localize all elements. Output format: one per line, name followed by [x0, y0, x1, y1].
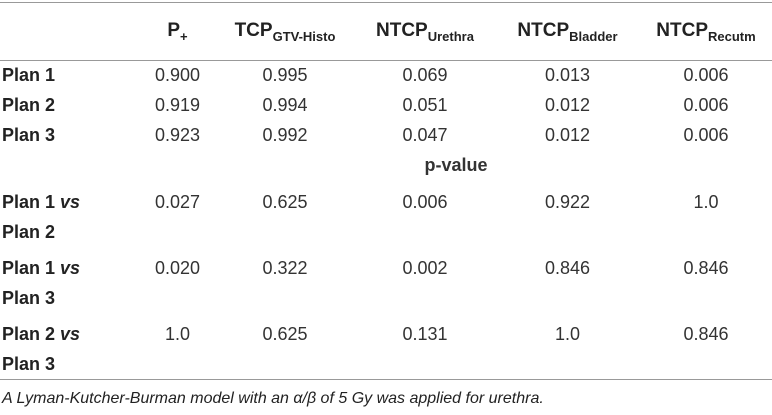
- cell: 0.006: [683, 125, 729, 145]
- cell: 0.900: [154, 65, 201, 86]
- header-main: P: [167, 19, 181, 41]
- label-part: Plan 3: [2, 287, 56, 308]
- cell: 0.006: [683, 65, 729, 86]
- column-header: P+: [140, 3, 215, 61]
- cell: 1.0: [554, 323, 581, 344]
- data-row: Plan 1 0.900 0.995 0.069 0.013 0.006: [0, 61, 772, 91]
- cell: 1.0: [164, 323, 191, 344]
- header-main: NTCP: [517, 19, 570, 41]
- cell: 0.919: [154, 95, 201, 115]
- cell: 0.846: [544, 257, 591, 278]
- comparison-row: Plan 1 vs Plan 3 0.020 0.322 0.002 0.846 0.846: [0, 247, 772, 313]
- label-vs: vs: [60, 191, 81, 212]
- header-sub: +: [180, 28, 188, 44]
- section-label: p-value: [424, 155, 488, 175]
- column-header: NTCPRecutm: [640, 3, 772, 61]
- label-part: Plan 3: [2, 353, 56, 374]
- cell: 0.923: [154, 125, 201, 145]
- row-label: Plan 1 vs Plan 2: [0, 181, 140, 247]
- table-body: Plan 1 0.900 0.995 0.069 0.013 0.006 Plan 2 0.9…: [0, 61, 772, 380]
- header-main: NTCP: [376, 19, 428, 41]
- row-label: Plan 2: [2, 95, 56, 115]
- corner-cell: [0, 3, 140, 61]
- cell: 0.992: [262, 125, 308, 145]
- label-part: Plan 1: [2, 257, 56, 278]
- label-vs: vs: [60, 323, 81, 344]
- cell: 0.012: [544, 125, 591, 145]
- column-header: NTCPBladder: [495, 3, 640, 61]
- row-label: Plan 1: [2, 65, 56, 86]
- cell: 0.069: [402, 65, 448, 86]
- cell: 0.322: [262, 257, 308, 278]
- header-main: NTCP: [656, 19, 709, 41]
- cell: 0.625: [262, 323, 308, 344]
- label-vs: vs: [60, 257, 81, 278]
- data-row: Plan 3 0.923 0.992 0.047 0.012 0.006: [0, 121, 772, 151]
- cell: 0.846: [683, 323, 729, 344]
- cell: 0.006: [402, 191, 448, 212]
- cell: 1.0: [693, 191, 719, 212]
- header-sub: GTV-Histo: [272, 28, 336, 44]
- cell: 0.027: [154, 191, 201, 212]
- cell: 0.020: [154, 257, 201, 278]
- cell: 0.006: [683, 95, 729, 115]
- cell: 0.012: [544, 95, 591, 115]
- row-label: Plan 2 vs Plan 3: [0, 313, 140, 380]
- column-header: NTCPUrethra: [355, 3, 495, 61]
- cell: 0.995: [262, 65, 308, 86]
- cell: 0.846: [683, 257, 729, 278]
- column-header: TCPGTV-Histo: [215, 3, 355, 61]
- header-sub: Urethra: [427, 28, 474, 44]
- data-row: Plan 2 0.919 0.994 0.051 0.012 0.006: [0, 91, 772, 121]
- comparison-row: Plan 2 vs Plan 3 1.0 0.625 0.131 1.0 0.846: [0, 313, 772, 380]
- cell: 0.013: [544, 65, 591, 86]
- comparison-row: Plan 1 vs Plan 2 0.027 0.625 0.006 0.922 1.0: [0, 181, 772, 247]
- cell: 0.051: [402, 95, 448, 115]
- cell: 0.994: [262, 95, 308, 115]
- row-label: Plan 1 vs Plan 3: [0, 247, 140, 313]
- cell: 0.047: [402, 125, 448, 145]
- label-part: Plan 2: [2, 221, 56, 242]
- header-main: TCP: [234, 19, 273, 41]
- results-table: P+ TCPGTV-Histo NTCPUrethra NTCPBladder NTCP…: [0, 2, 772, 380]
- cell: 0.002: [402, 257, 448, 278]
- header-sub: Bladder: [569, 28, 618, 44]
- row-label: Plan 3: [2, 125, 56, 145]
- header-row: P+ TCPGTV-Histo NTCPUrethra NTCPBladder NTCP…: [0, 2, 772, 61]
- cell: 0.625: [262, 191, 308, 212]
- cell: 0.131: [402, 323, 448, 344]
- empty-cell: [0, 151, 140, 181]
- cell: 0.922: [544, 191, 591, 212]
- section-row: p-value: [0, 151, 772, 181]
- label-part: Plan 2: [2, 323, 56, 344]
- label-part: Plan 1: [2, 191, 56, 212]
- header-sub: Recutm: [708, 28, 756, 44]
- footnote: A Lyman-Kutcher-Burman model with an α/β…: [2, 389, 544, 407]
